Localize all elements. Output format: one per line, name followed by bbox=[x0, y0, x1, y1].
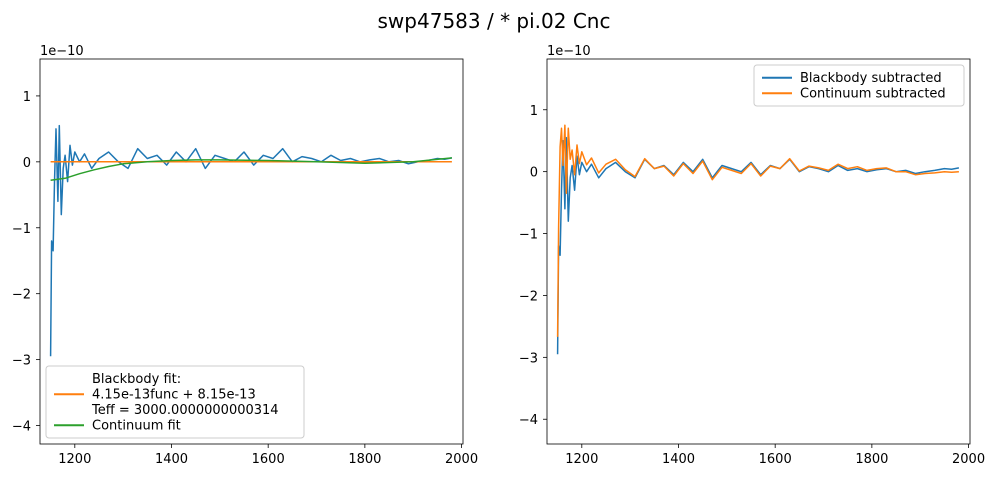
x-tick-label: 1600 bbox=[759, 452, 792, 467]
x-tick-label: 1400 bbox=[662, 452, 695, 467]
legend-label: Blackbody fit: bbox=[92, 372, 181, 387]
legend-label: 4.15e-13func + 8.15e-13 bbox=[92, 388, 256, 403]
legend-label: Continuum subtracted bbox=[800, 87, 946, 102]
axes-frame bbox=[39, 58, 464, 445]
continuum-subtracted-line bbox=[556, 124, 959, 337]
plot-area bbox=[49, 124, 453, 357]
legend-box bbox=[753, 64, 965, 107]
axes-frame bbox=[546, 58, 971, 445]
legend: Blackbody fit:4.15e-13func + 8.15e-13Tef… bbox=[45, 365, 305, 439]
y-tick-label: −3 bbox=[12, 354, 31, 369]
y-tick-label: −2 bbox=[519, 289, 538, 304]
legend-label: Teff = 3000.0000000000314 bbox=[91, 403, 279, 418]
legend-label: Blackbody subtracted bbox=[800, 71, 942, 86]
continuum-fit-line bbox=[50, 157, 452, 182]
y-tick-label: −2 bbox=[12, 288, 31, 303]
y-tick-label: 1 bbox=[23, 90, 31, 105]
plot-area bbox=[556, 124, 960, 355]
y-tick-label: −3 bbox=[519, 351, 538, 366]
x-tick-label: 1200 bbox=[565, 452, 598, 467]
figure-title: swp47583 / * pi.02 Cnc bbox=[378, 9, 611, 33]
y-tick-label: −1 bbox=[12, 222, 31, 237]
x-tick-label: 2000 bbox=[445, 452, 478, 467]
x-tick-label: 1400 bbox=[155, 452, 188, 467]
data-spectrum-line bbox=[49, 124, 453, 357]
legend-box bbox=[45, 365, 305, 439]
x-tick-label: 1800 bbox=[348, 452, 381, 467]
right-panel: 1200 1400 1600 1800 2000 1 0 −1 −2 −3 −4 1e−10 Black… bbox=[519, 44, 985, 467]
y-exponent-label: 1e−10 bbox=[40, 44, 84, 59]
legend-label: Continuum fit bbox=[92, 419, 181, 434]
blackbody-subtracted-line bbox=[556, 136, 960, 355]
x-tick-label: 1200 bbox=[58, 452, 91, 467]
left-panel: 1200 1400 1600 1800 2000 1 0 −1 −2 −3 −4 1e−10 Black… bbox=[12, 44, 478, 467]
x-tick-label: 2000 bbox=[952, 452, 985, 467]
y-tick-label: −4 bbox=[12, 420, 31, 435]
x-tick-label: 1800 bbox=[855, 452, 888, 467]
y-tick-label: 0 bbox=[530, 166, 538, 181]
y-tick-label: −4 bbox=[519, 413, 538, 428]
y-tick-label: −1 bbox=[519, 228, 538, 243]
x-tick-label: 1600 bbox=[252, 452, 285, 467]
y-exponent-label: 1e−10 bbox=[547, 44, 591, 59]
y-tick-label: 1 bbox=[530, 104, 538, 119]
y-tick-label: 0 bbox=[23, 156, 31, 171]
